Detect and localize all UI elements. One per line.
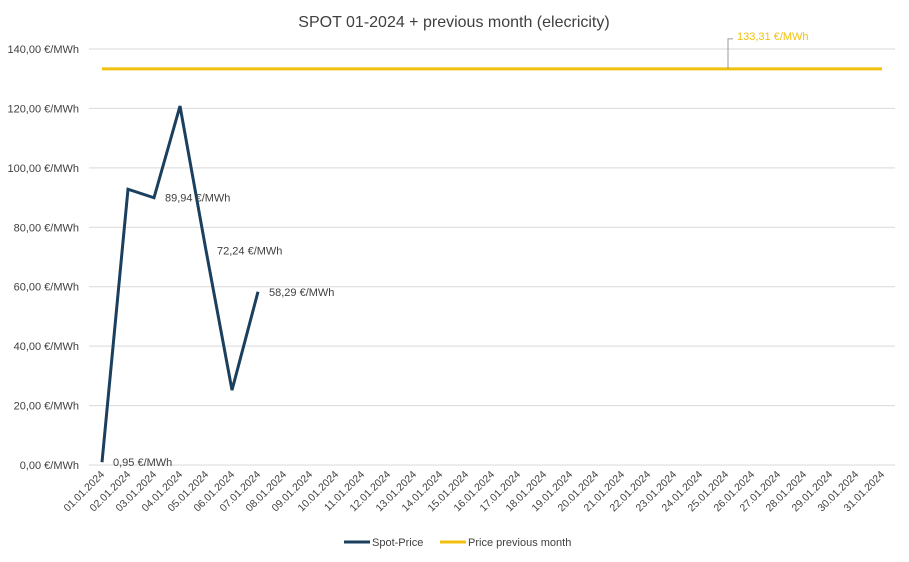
series-line-spot-price [100, 105, 260, 463]
y-tick-label: 20,00 €/MWh [14, 401, 79, 413]
y-tick-label: 40,00 €/MWh [14, 341, 79, 353]
data-label-leader [727, 38, 733, 69]
chart-title: SPOT 01-2024 + previous month (elecricit… [298, 14, 609, 31]
x-axis: 01.01.202402.01.202403.01.202404.01.2024… [61, 469, 887, 515]
data-labels: 0,95 €/MWh 89,94 €/MWh 72,24 €/MWh 58,29 €/… [113, 31, 809, 469]
data-label: 89,94 €/MWh [165, 193, 230, 205]
y-tick-label: 0,00 €/MWh [20, 460, 79, 472]
data-label: 0,95 €/MWh [113, 457, 172, 469]
data-label: 58,29 €/MWh [269, 287, 334, 299]
y-tick-label: 100,00 €/MWh [7, 163, 79, 175]
gridlines [89, 48, 895, 466]
data-label: 133,31 €/MWh [737, 31, 809, 43]
legend: Spot-Price Price previous month [344, 537, 571, 549]
legend-label: Price previous month [468, 537, 571, 549]
y-tick-label: 80,00 €/MWh [14, 222, 79, 234]
y-tick-label: 120,00 €/MWh [7, 103, 79, 115]
legend-label: Spot-Price [372, 537, 423, 549]
series-layer [100, 67, 882, 463]
data-label: 72,24 €/MWh [217, 245, 282, 257]
y-axis: 0,00 €/MWh 20,00 €/MWh 40,00 €/MWh 60,00 €/… [7, 44, 79, 472]
y-tick-label: 60,00 €/MWh [14, 282, 79, 294]
y-tick-label: 140,00 €/MWh [7, 44, 79, 56]
